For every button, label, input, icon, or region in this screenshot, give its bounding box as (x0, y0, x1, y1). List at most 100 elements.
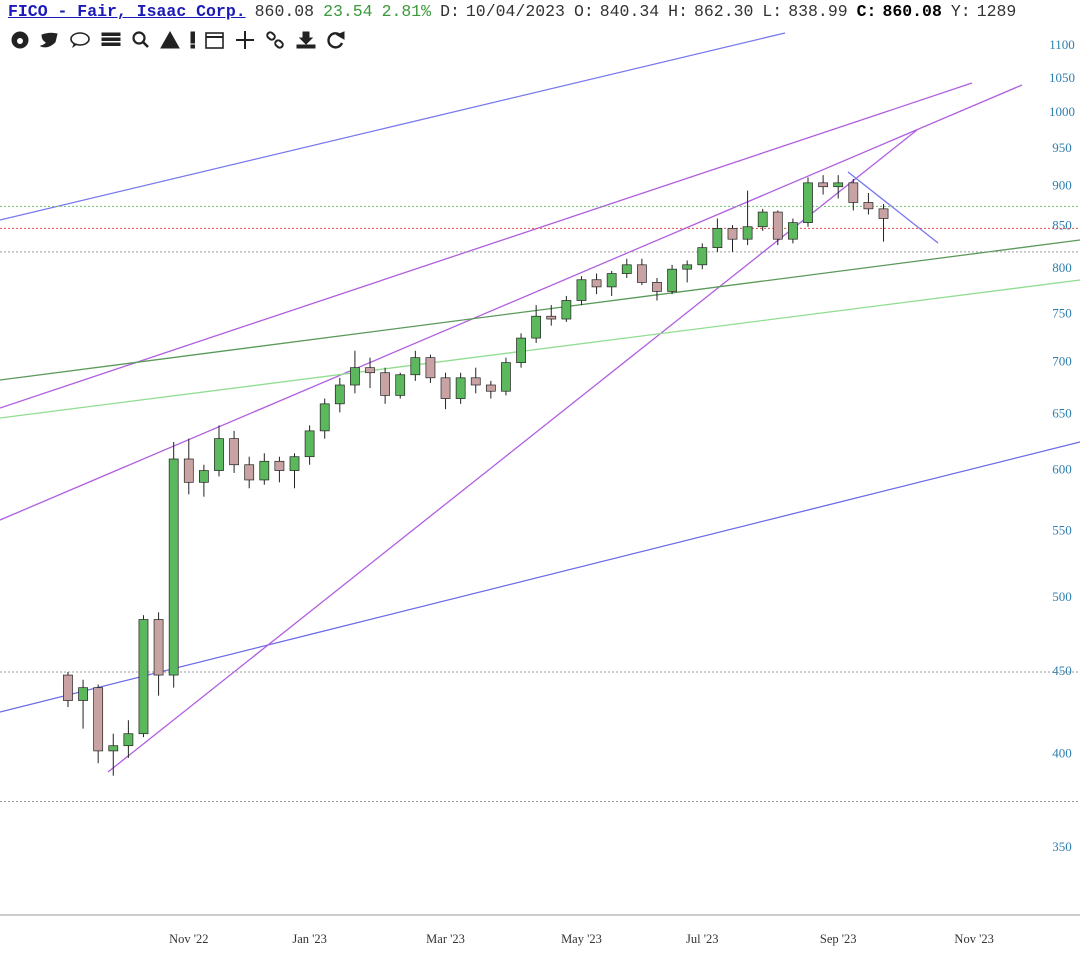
refresh-icon[interactable] (327, 31, 345, 49)
candle-body (516, 337, 526, 363)
candle-body (410, 357, 421, 376)
candle-body (123, 733, 134, 747)
candle-body (244, 464, 255, 481)
y-tick-label: 650 (1052, 406, 1072, 421)
y-tick-label: 1000 (1049, 104, 1075, 119)
search-icon[interactable] (132, 31, 149, 48)
candle-body (803, 182, 813, 223)
alert-icon[interactable] (160, 30, 180, 49)
y-tick-label: 500 (1052, 589, 1072, 604)
comment-icon[interactable] (70, 32, 90, 48)
candle-body (757, 211, 768, 228)
y-tick-label: 900 (1052, 178, 1072, 193)
x-tick-label: Nov '23 (954, 932, 993, 946)
x-tick-label: Jul '23 (686, 932, 718, 946)
y-tick-label: 950 (1052, 140, 1072, 155)
candle-body (772, 211, 783, 240)
quote-label: C: (856, 2, 877, 21)
quote-header: FICO - Fair, Isaac Corp. 860.08 23.54 2.81%… (8, 2, 1080, 21)
y-tick-label: 550 (1052, 522, 1072, 537)
candle-body (742, 226, 753, 240)
candle-body (153, 619, 164, 676)
candle-body (501, 362, 511, 392)
y-tick-label: 750 (1052, 305, 1072, 320)
candle-body (138, 619, 149, 735)
candle-body (274, 460, 285, 471)
y-tick-label: 700 (1052, 354, 1072, 369)
y-tick-label: 400 (1052, 745, 1072, 760)
candle-body (63, 674, 73, 701)
candle-body (606, 273, 617, 288)
candle-body (788, 222, 798, 240)
candle-body (365, 367, 375, 374)
candle-body (395, 374, 406, 396)
x-tick-label: May '23 (561, 932, 602, 946)
move-icon[interactable] (236, 31, 254, 49)
quote-value: 862.30 (693, 2, 754, 21)
y-tick-label: 850 (1052, 218, 1072, 233)
info-icon[interactable] (190, 31, 195, 49)
quote-label: L: (762, 2, 783, 21)
candle-body (621, 264, 632, 274)
trend-line (0, 441, 1080, 713)
change: 23.54 (323, 2, 373, 21)
candle-body (697, 247, 708, 266)
y-tick-label: 800 (1052, 260, 1072, 275)
dashboard-icon[interactable] (11, 31, 29, 49)
candle-body (682, 264, 693, 270)
trend-line (0, 84, 1023, 521)
x-tick-label: Jan '23 (292, 932, 327, 946)
candle-body (440, 377, 451, 399)
candle-body (636, 264, 647, 283)
trend-line (0, 32, 786, 221)
candle-body (531, 315, 542, 339)
candle-body (712, 228, 723, 248)
quote-value: 860.08 (882, 2, 942, 21)
last-price: 860.08 (254, 2, 315, 21)
candle-body (833, 182, 844, 188)
candle-body (319, 403, 330, 432)
y-tick-label: 600 (1052, 462, 1072, 477)
candle-body (878, 208, 889, 219)
toolbar (11, 30, 345, 49)
candle-body (591, 279, 602, 288)
candle-body (561, 300, 572, 320)
x-tick-label: Sep '23 (820, 932, 857, 946)
candle-body (425, 357, 436, 379)
symbol-link[interactable]: FICO - Fair, Isaac Corp. (8, 2, 246, 21)
candle-body (334, 384, 345, 405)
candle-body (848, 182, 859, 203)
list-icon[interactable] (101, 32, 121, 46)
candle-body (546, 315, 557, 320)
download-icon[interactable] (296, 31, 316, 49)
candle-body (259, 460, 270, 481)
candle-body (168, 458, 179, 676)
y-tick-label: 450 (1052, 663, 1072, 678)
quote-value: 838.99 (788, 2, 848, 21)
candle-body (108, 745, 119, 752)
candle-body (863, 202, 874, 210)
y-tick-label: 1100 (1049, 37, 1075, 52)
quote-fields: D: 10/04/2023 O: 840.34 H: 862.30 L: 838.99 C: 86… (440, 2, 1025, 21)
trend-line (847, 171, 939, 244)
candle-body (470, 377, 481, 386)
x-tick-label: Nov '22 (169, 932, 208, 946)
candle-body (183, 458, 194, 483)
change-pct: 2.81% (381, 2, 432, 21)
candle-body (350, 367, 360, 386)
y-tick-label: 1050 (1049, 70, 1075, 85)
y-tick-label: 350 (1052, 839, 1072, 854)
calendar-icon[interactable] (205, 32, 224, 49)
candle-body (229, 438, 239, 466)
candle-body (818, 182, 828, 188)
twitter-icon[interactable] (39, 32, 58, 48)
x-tick-label: Mar '23 (426, 932, 465, 946)
candle-body (93, 687, 104, 752)
quote-label: D: (440, 2, 460, 21)
trend-line (0, 239, 1080, 381)
candle-body (199, 470, 209, 483)
link-icon[interactable] (266, 31, 284, 49)
candle-body (576, 279, 587, 301)
quote-value: 1289 (976, 2, 1017, 21)
